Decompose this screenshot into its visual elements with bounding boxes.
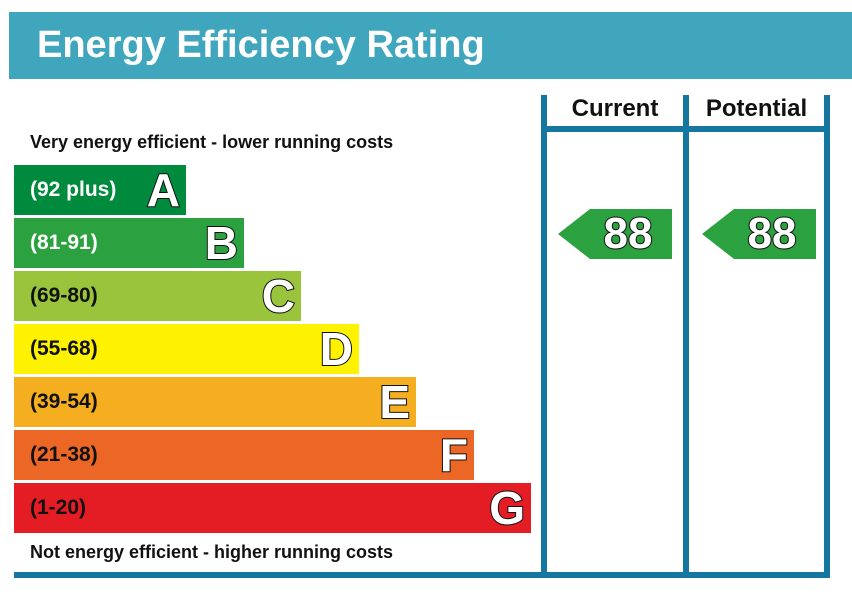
band-letter: E [378, 376, 411, 428]
band-range-label: (92 plus) [30, 178, 117, 201]
column-header-potential: Potential [705, 95, 808, 122]
current-rating-value: 88 [603, 208, 654, 259]
band-letter: B [204, 217, 239, 269]
band-a: (92 plus) A [14, 165, 186, 215]
top-caption: Very energy efficient - lower running co… [30, 132, 394, 152]
current-arrow-fill [558, 209, 672, 259]
header-underline [541, 126, 830, 132]
band-range-label: (21-38) [30, 443, 98, 466]
current-arrow-shape [558, 209, 672, 259]
band-e: (39-54) E [14, 377, 416, 427]
band-range-label: (39-54) [30, 390, 98, 413]
band-range-label: (81-91) [30, 231, 98, 254]
current-rating-arrow: 88 [558, 208, 672, 259]
title-bar: Energy Efficiency Rating [9, 12, 852, 79]
band-d: (55-68) D [14, 324, 359, 374]
bottom-border [14, 572, 830, 578]
band-range-label: (1-20) [30, 496, 87, 519]
bottom-caption: Not energy efficient - higher running co… [30, 542, 394, 562]
band-letter: A [146, 164, 181, 216]
band-letter: C [261, 270, 296, 322]
potential-arrow-shape [702, 209, 816, 259]
potential-rating-arrow: 88 [702, 208, 816, 259]
potential-rating-value: 88 [747, 208, 798, 259]
band-letter: F [439, 429, 469, 481]
band-f: (21-38) F [14, 430, 474, 480]
potential-arrow-fill [702, 209, 816, 259]
chart-title: Energy Efficiency Rating [37, 24, 485, 66]
band-letter: D [319, 323, 354, 375]
band-c: (69-80) C [14, 271, 301, 321]
column-header-current: Current [571, 95, 659, 122]
band-range-label: (55-68) [30, 337, 98, 360]
band-letter: G [488, 482, 526, 534]
column-divider-left [541, 95, 547, 575]
band-range-label: (69-80) [30, 284, 98, 307]
band-b: (81-91) B [14, 218, 244, 268]
column-divider-right [824, 95, 830, 575]
column-divider-middle [683, 95, 689, 575]
band-g: (1-20) G [14, 483, 531, 533]
